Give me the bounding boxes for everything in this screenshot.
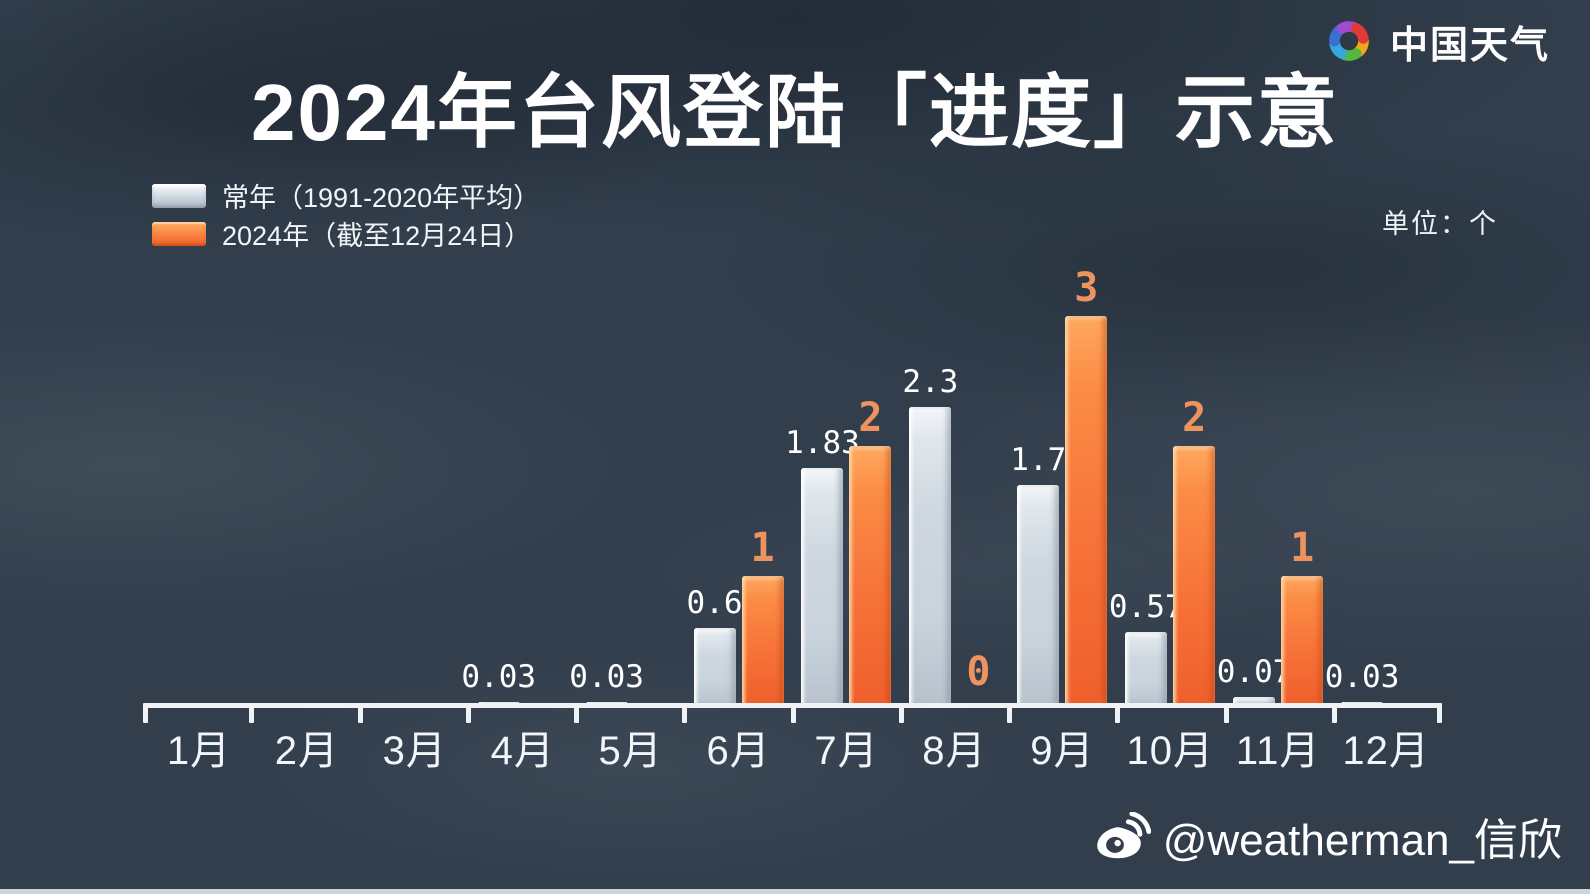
china-weather-pinwheel-icon (1329, 21, 1369, 61)
month-slot-8月: 2.3 0 (900, 256, 1008, 706)
month-slot-3月 (361, 256, 469, 706)
weibo-icon (1096, 812, 1151, 859)
bar-2024-9月 (1065, 316, 1108, 706)
value-label-normal-10月: 0.57 (1108, 589, 1184, 625)
month-slot-11月: 0.07 1 (1217, 256, 1332, 706)
brand-name: 中国天气 (1389, 24, 1550, 67)
bottom-edge-strip (0, 889, 1590, 894)
watermark-handle: @weatherman_信欣 (1162, 816, 1562, 865)
value-label-normal-5月: 0.03 (569, 659, 644, 695)
value-label-normal-6月: 0.6 (686, 585, 743, 621)
bar-normal-7月 (801, 468, 844, 706)
x-axis-tick (574, 703, 579, 723)
x-axis-label-1月: 1月 (166, 729, 232, 773)
legend-item-normal: 常年（1991-2020年平均） (152, 182, 540, 213)
pinwheel-petal (1350, 23, 1369, 44)
month-slot-2月 (253, 256, 361, 706)
value-label-2024-9月: 3 (1074, 265, 1099, 311)
watermark: @weatherman_信欣 (1095, 804, 1562, 868)
value-label-normal-12月: 0.03 (1324, 659, 1400, 695)
bar-normal-10月 (1125, 632, 1168, 706)
bar-2024-10月 (1173, 446, 1216, 706)
x-axis-label-12月: 12月 (1342, 729, 1430, 773)
x-axis-label-7月: 7月 (814, 729, 879, 773)
month-slot-7月: 1.83 2 (785, 256, 901, 706)
x-axis-tick (1332, 703, 1337, 723)
bar-chart-plot-area: 0.03 0.03 0.6 1 1.83 2 2.3 0 1.7 3 0.57 2 0.07 1 0.03 (145, 256, 1440, 706)
bar-normal-11月 (1233, 697, 1276, 706)
month-slot-6月: 0.6 1 (685, 256, 793, 706)
x-axis-label-2月: 2月 (274, 729, 339, 773)
bar-normal-6月 (693, 628, 736, 706)
month-slot-1月 (145, 256, 253, 706)
bar-normal-8月 (909, 407, 952, 706)
bar-2024-7月 (849, 446, 892, 706)
value-label-normal-8月: 2.3 (902, 364, 959, 400)
value-label-2024-8月: 0 (966, 649, 991, 695)
x-axis-label-11月: 11月 (1235, 729, 1321, 773)
legend-item-2024: 2024年（截至12月24日） (152, 220, 540, 251)
value-label-normal-11月: 0.07 (1216, 654, 1292, 690)
x-axis-tick (1007, 703, 1012, 723)
month-slot-12月: 0.03 (1325, 256, 1440, 706)
x-axis-tick (1115, 703, 1120, 723)
x-axis-tick (143, 703, 148, 723)
bar-2024-6月 (741, 576, 784, 706)
legend: 常年（1991-2020年平均） 2024年（截至12月24日） (152, 182, 540, 258)
legend-label-2024: 2024年（截至12月24日） (222, 221, 532, 251)
x-axis-tick (1437, 703, 1442, 723)
bar-normal-9月 (1017, 485, 1060, 706)
legend-label-normal: 常年（1991-2020年平均） (222, 183, 541, 213)
x-axis-label-3月: 3月 (382, 729, 447, 773)
month-slot-5月: 0.03 (569, 256, 685, 706)
x-axis-label-6月: 6月 (706, 729, 771, 773)
x-axis-tick (682, 703, 687, 723)
x-axis-tick (249, 703, 254, 723)
x-axis-labels: 1月 2月 3月 4月 5月 6月 7月 8月 9月 10月 11月 12月 (145, 718, 1440, 776)
x-axis-label-8月: 8月 (922, 729, 987, 773)
legend-swatch-2024-icon (152, 221, 206, 246)
value-label-2024-11月: 1 (1290, 525, 1315, 571)
x-axis-label-9月: 9月 (1030, 729, 1095, 773)
x-axis-line (143, 703, 1442, 723)
value-label-normal-9月: 1.7 (1010, 442, 1067, 478)
x-axis-tick (1224, 703, 1229, 723)
month-slot-10月: 0.57 2 (1109, 256, 1224, 706)
x-axis-tick (791, 703, 796, 723)
x-axis-tick (466, 703, 471, 723)
brand-logo: 中国天气 (1320, 12, 1550, 70)
month-slot-9月: 1.7 3 (1008, 256, 1116, 706)
x-axis-label-4月: 4月 (490, 729, 555, 773)
x-axis-label-10月: 10月 (1126, 729, 1214, 773)
value-label-2024-7月: 2 (858, 395, 883, 441)
page-title: 2024年台风登陆「进度」示意 (251, 68, 1339, 157)
legend-swatch-normal-icon (152, 183, 206, 208)
value-label-normal-4月: 0.03 (461, 659, 537, 695)
month-slot-4月: 0.03 (461, 256, 577, 706)
value-label-2024-10月: 2 (1182, 395, 1207, 441)
x-axis-tick (358, 703, 363, 723)
unit-label: 单位：个 (1382, 209, 1498, 239)
x-axis-tick (899, 703, 904, 723)
x-axis-label-5月: 5月 (598, 729, 663, 773)
value-label-2024-6月: 1 (750, 525, 775, 571)
bar-2024-11月 (1281, 576, 1324, 706)
value-label-normal-7月: 1.83 (785, 425, 860, 461)
